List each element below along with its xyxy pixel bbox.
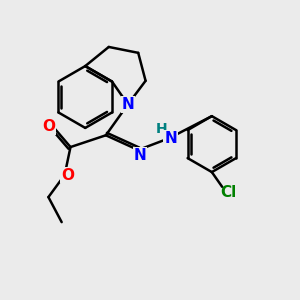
- Text: N: N: [133, 148, 146, 163]
- Text: H: H: [156, 122, 168, 136]
- Text: O: O: [42, 119, 55, 134]
- Text: O: O: [61, 167, 74, 182]
- Text: Cl: Cl: [220, 185, 236, 200]
- Text: N: N: [122, 97, 134, 112]
- Text: N: N: [164, 131, 177, 146]
